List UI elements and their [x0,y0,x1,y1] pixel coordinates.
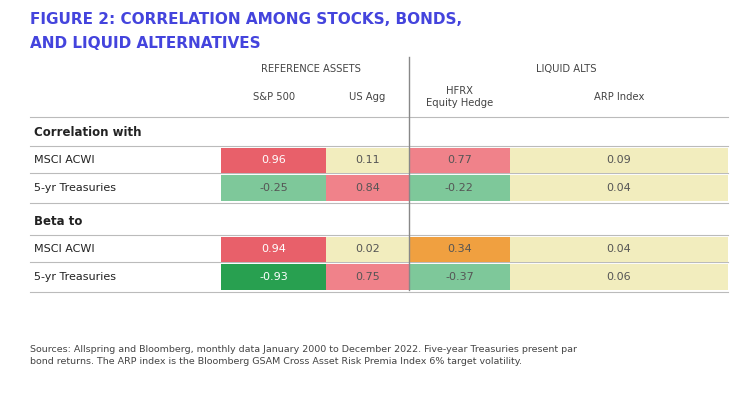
Text: 5-yr Treasuries: 5-yr Treasuries [34,183,116,193]
Text: LIQUID ALTS: LIQUID ALTS [536,64,596,74]
Text: FIGURE 2: CORRELATION AMONG STOCKS, BONDS,: FIGURE 2: CORRELATION AMONG STOCKS, BOND… [30,12,462,27]
Text: 0.94: 0.94 [261,244,286,255]
Text: 0.34: 0.34 [447,244,472,255]
Text: HFRX
Equity Hedge: HFRX Equity Hedge [426,86,493,108]
Text: AND LIQUID ALTERNATIVES: AND LIQUID ALTERNATIVES [30,36,261,51]
Text: 0.96: 0.96 [261,155,286,166]
Text: 0.84: 0.84 [355,183,380,193]
Text: US Agg: US Agg [350,92,386,102]
Text: -0.93: -0.93 [260,272,288,282]
Text: 0.04: 0.04 [606,183,631,193]
Text: 0.11: 0.11 [356,155,380,166]
Text: 0.06: 0.06 [607,272,631,282]
Text: -0.25: -0.25 [260,183,288,193]
Text: Correlation with: Correlation with [34,126,141,139]
Text: 5-yr Treasuries: 5-yr Treasuries [34,272,116,282]
Text: MSCI ACWI: MSCI ACWI [34,155,94,166]
Text: MSCI ACWI: MSCI ACWI [34,244,94,255]
Text: 0.77: 0.77 [447,155,472,166]
Text: REFERENCE ASSETS: REFERENCE ASSETS [261,64,362,74]
Text: Beta to: Beta to [34,215,82,228]
Text: -0.22: -0.22 [445,183,474,193]
Text: -0.37: -0.37 [445,272,474,282]
Text: 0.02: 0.02 [356,244,380,255]
Text: ARP Index: ARP Index [593,92,644,102]
Text: S&P 500: S&P 500 [253,92,295,102]
Text: 0.04: 0.04 [606,244,631,255]
Text: Sources: Allspring and Bloomberg, monthly data January 2000 to December 2022. Fi: Sources: Allspring and Bloomberg, monthl… [30,345,577,366]
Text: 0.09: 0.09 [606,155,631,166]
Text: 0.75: 0.75 [356,272,380,282]
